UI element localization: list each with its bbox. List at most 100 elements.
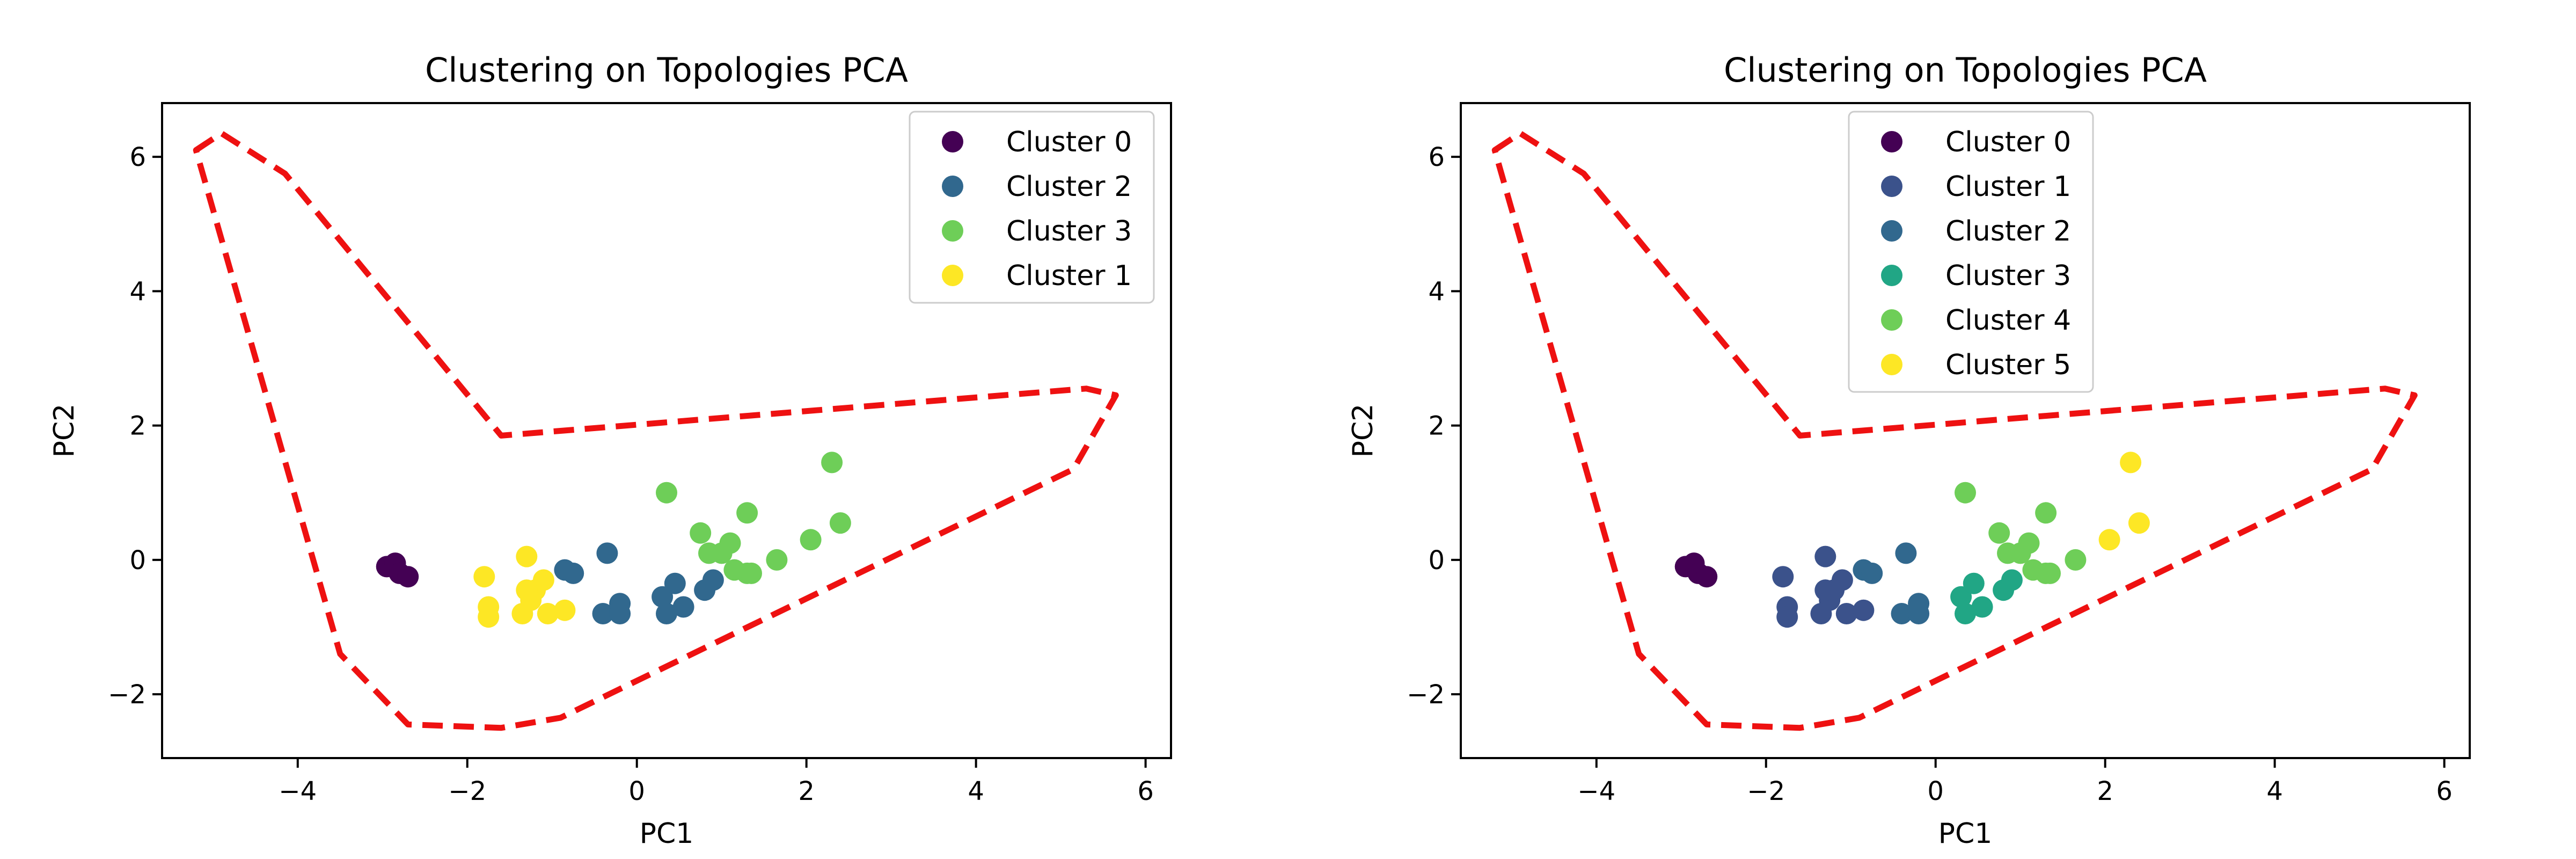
data-point — [1891, 603, 1913, 624]
data-point — [1772, 566, 1794, 588]
data-point — [2065, 549, 2087, 571]
series-cluster-0 — [1674, 552, 1718, 588]
legend-marker — [942, 131, 963, 152]
legend-marker — [1881, 309, 1902, 331]
data-point — [736, 502, 758, 524]
legend-marker — [942, 220, 963, 242]
series-cluster-3 — [656, 452, 851, 584]
legend-marker — [1881, 265, 1902, 286]
legend-box — [909, 111, 1155, 304]
legend-marker — [1881, 131, 1902, 152]
x-tick-label: 0 — [628, 776, 645, 806]
legend: Cluster 0 Cluster 2 Cluster 3 Cluster 1 — [909, 111, 1155, 304]
data-point — [656, 482, 677, 504]
data-point — [516, 545, 538, 567]
series-cluster-5 — [2098, 452, 2150, 551]
data-point — [656, 603, 677, 624]
data-point — [1831, 569, 1853, 591]
series-cluster-1 — [1772, 545, 1875, 628]
legend-marker — [942, 265, 963, 286]
boundary-outline — [1491, 130, 2418, 731]
series-cluster-2 — [1853, 542, 1930, 624]
legend-marker — [1881, 220, 1902, 242]
x-tick-label: 4 — [968, 776, 984, 806]
series-cluster-4 — [1955, 482, 2087, 584]
data-point — [800, 529, 822, 551]
data-point — [1835, 603, 1857, 624]
data-point — [516, 579, 538, 601]
y-tick-label: 0 — [129, 545, 146, 576]
legend-label: Cluster 0 — [1006, 126, 1132, 158]
y-tick-label: 2 — [1428, 411, 1445, 441]
data-point — [1814, 579, 1836, 601]
legend-label: Cluster 3 — [1006, 215, 1132, 247]
axes-frame — [161, 102, 1172, 759]
data-point — [1776, 606, 1798, 628]
data-point — [1814, 545, 1836, 567]
data-point — [397, 566, 419, 588]
data-point — [1988, 522, 2010, 544]
x-tick-label: −4 — [1577, 776, 1615, 806]
chart-title: Clustering on Topologies PCA — [425, 50, 908, 90]
data-point — [2098, 529, 2120, 551]
legend-label: Cluster 5 — [1945, 349, 2071, 381]
data-point — [702, 569, 724, 591]
x-tick-label: 4 — [2266, 776, 2283, 806]
data-point — [2001, 569, 2023, 591]
x-axis-label: PC1 — [640, 818, 694, 850]
y-tick-label: 0 — [1428, 545, 1445, 576]
data-point — [592, 603, 614, 624]
chart-title: Clustering on Topologies PCA — [1724, 50, 2207, 90]
data-point — [766, 549, 788, 571]
data-point — [2035, 502, 2057, 524]
data-point — [478, 606, 500, 628]
legend-label: Cluster 3 — [1945, 260, 2071, 292]
legend-label: Cluster 1 — [1945, 171, 2071, 203]
legend-marker — [942, 176, 963, 197]
legend-label: Cluster 2 — [1945, 215, 2071, 247]
legend-label: Cluster 4 — [1945, 304, 2071, 337]
legend-label: Cluster 1 — [1006, 260, 1132, 292]
series-cluster-1 — [473, 545, 576, 628]
data-point — [664, 572, 686, 594]
data-point — [1853, 599, 1875, 621]
x-tick-label: −2 — [1747, 776, 1785, 806]
legend-label: Cluster 0 — [1945, 126, 2071, 158]
data-point — [532, 569, 554, 591]
legend-marker — [1881, 354, 1902, 375]
x-axis-label: PC1 — [1938, 818, 1993, 850]
data-point — [1963, 572, 1985, 594]
data-point — [2018, 532, 2040, 554]
legend-marker — [1881, 176, 1902, 197]
y-tick-label: 2 — [129, 411, 146, 441]
x-tick-label: 0 — [1927, 776, 1944, 806]
legend: Cluster 0 Cluster 1 Cluster 2 Cluster 3 Clus… — [1848, 111, 2094, 393]
series-cluster-3 — [1950, 569, 2023, 624]
data-point — [821, 452, 843, 474]
data-point — [2128, 512, 2150, 534]
data-point — [741, 562, 762, 584]
data-point — [2120, 452, 2142, 474]
data-point — [1955, 603, 1976, 624]
data-point — [537, 603, 559, 624]
data-point — [473, 566, 495, 588]
chart-panel-2: Clustering on Topologies PCA −4 −2 0 2 4 6 −2 0 2… — [1347, 50, 2471, 850]
series-cluster-0 — [376, 552, 419, 588]
data-point — [672, 596, 694, 618]
x-tick-label: 2 — [2097, 776, 2113, 806]
y-tick-label: 6 — [1428, 142, 1445, 172]
axes-frame — [1460, 102, 2471, 759]
x-tick-label: −2 — [448, 776, 486, 806]
data-point — [1955, 482, 1976, 504]
y-axis-label: PC2 — [1347, 404, 1379, 458]
legend-label: Cluster 2 — [1006, 171, 1132, 203]
data-point — [1895, 542, 1917, 564]
data-point — [596, 542, 618, 564]
data-point — [1908, 603, 1930, 624]
y-tick-label: 4 — [129, 276, 146, 307]
data-point — [719, 532, 741, 554]
data-point — [690, 522, 712, 544]
data-point — [1696, 566, 1718, 588]
chart-panel-1: Clustering on Topologies PCA −4 −2 0 2 4 6 −2 0 2… — [48, 50, 1172, 850]
